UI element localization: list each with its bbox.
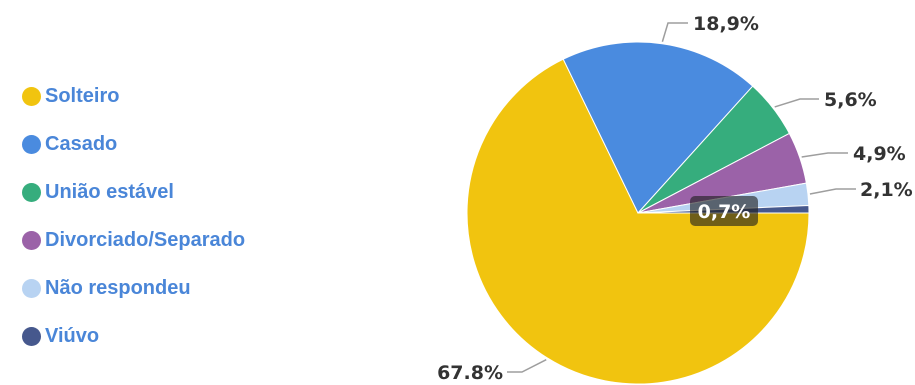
leader-line-nao-respondeu (809, 188, 856, 195)
data-label-casado: 18,9% (693, 13, 759, 35)
legend-swatch-solteiro (22, 86, 41, 106)
leader-line-divorciado-separado (801, 152, 848, 158)
legend-item-viuvo: Viúvo (22, 324, 245, 348)
legend-item-divorciado: Divorciado/Separado (22, 228, 245, 252)
data-label-divorciado-separado: 4,9% (853, 143, 906, 165)
legend-label-casado: Casado (45, 132, 118, 155)
legend-item-nao-respondeu: Não respondeu (22, 276, 245, 300)
legend-swatch-casado (22, 134, 41, 154)
legend-item-solteiro: Solteiro (22, 84, 245, 108)
pie-slices (466, 41, 810, 385)
legend-label-uniao-estavel: União estável (45, 180, 174, 203)
chart-legend: Solteiro Casado União estável Divorciado… (22, 84, 245, 372)
legend-swatch-nao-respondeu (22, 278, 41, 298)
leader-line-casado (661, 22, 688, 42)
legend-swatch-uniao-estavel (22, 182, 41, 202)
data-label-solteiro: 67.8% (437, 362, 503, 384)
data-label-uniao-estavel: 5,6% (824, 89, 877, 111)
pie-slice-solteiro (466, 58, 810, 385)
leader-line-solteiro (507, 358, 547, 373)
data-label-nao-respondeu: 2,1% (860, 179, 913, 201)
legend-label-divorciado: Divorciado/Separado (45, 228, 246, 251)
legend-swatch-viuvo (22, 326, 41, 346)
legend-label-solteiro: Solteiro (45, 84, 120, 107)
legend-item-uniao-estavel: União estável (22, 180, 245, 204)
legend-label-viuvo: Viúvo (45, 324, 100, 347)
pie-labels: 67.8% 18,9% 5,6% 4,9% 2,1% 0,7% (437, 13, 913, 384)
legend-label-nao-respondeu: Não respondeu (45, 276, 191, 299)
pie-slice-casado (562, 41, 754, 214)
data-label-bg-viuvo (690, 196, 758, 226)
data-label-viuvo: 0,7% (698, 201, 751, 223)
legend-item-casado: Casado (22, 132, 245, 156)
leader-line-uniao-estavel (774, 98, 819, 108)
legend-swatch-divorciado (22, 230, 41, 250)
